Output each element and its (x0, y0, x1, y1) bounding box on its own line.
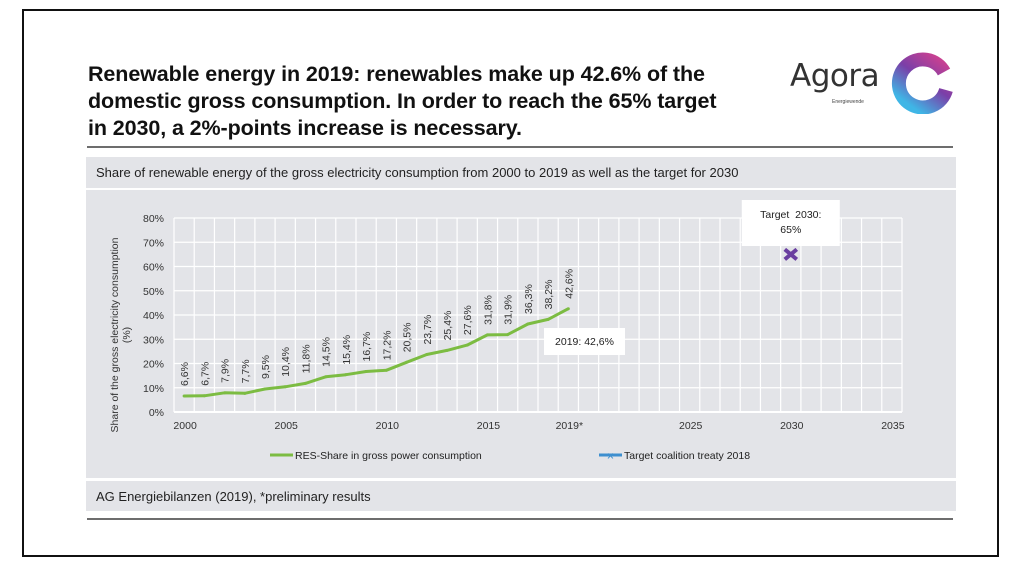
logo-wordmark: Agora (790, 58, 880, 94)
callout-2019-box (544, 328, 625, 355)
headline-line-2: domestic gross consumption. In order to … (88, 89, 717, 113)
x-tick-label: 2015 (477, 420, 501, 432)
chart-grid (173, 217, 903, 413)
data-label: 27,6% (462, 305, 474, 335)
data-point (324, 375, 328, 379)
y-axis-title: Share of the gross electricity consumpti… (109, 237, 121, 432)
data-point (526, 322, 530, 326)
target-marker-stroke (783, 247, 799, 261)
headline-line-3: in 2030, a 2%-points increase is necessa… (88, 116, 522, 140)
data-point (202, 394, 206, 398)
headline-line-1: Renewable energy in 2019: renewables mak… (88, 62, 705, 86)
x-axis-ticks: 2000 2005 2010 2015 2019* 2025 2030 2035 (173, 420, 904, 432)
data-label: 16,7% (361, 332, 373, 362)
data-point (223, 391, 227, 395)
chart-subtitle-panel: Share of renewable energy of the gross e… (86, 157, 956, 188)
target-2030-marker (783, 247, 799, 261)
legend: RES-Share in gross power consumption × T… (270, 450, 750, 462)
data-label: 38,2% (543, 280, 555, 310)
agora-logo: Agora Energiewende (790, 50, 960, 120)
callout-2019-text: 2019: 42,6% (555, 336, 614, 348)
data-label: 15,4% (341, 335, 353, 365)
data-point (506, 333, 510, 337)
series-points (182, 307, 570, 398)
data-point (425, 353, 429, 357)
data-label: 42,6% (563, 269, 575, 299)
x-tick-label: 2000 (173, 420, 197, 432)
data-point (546, 317, 550, 321)
data-point (182, 394, 186, 398)
y-tick-label: 70% (143, 237, 164, 249)
x-tick-label: 2025 (679, 420, 703, 432)
data-label: 23,7% (422, 315, 434, 345)
data-point (263, 387, 267, 391)
data-label: 14,5% (321, 337, 333, 367)
data-label: 6,6% (179, 362, 191, 386)
y-tick-label: 80% (143, 213, 164, 225)
callout-target-line-1: Target 2030: (760, 209, 821, 221)
logo-subtitle: Energiewende (832, 99, 864, 105)
data-point (303, 381, 307, 385)
data-label: 25,4% (442, 311, 454, 341)
data-point (405, 360, 409, 364)
y-tick-label: 40% (143, 310, 164, 322)
data-label: 9,5% (260, 355, 272, 379)
data-point (364, 370, 368, 374)
footer-divider (87, 518, 953, 520)
data-point (485, 333, 489, 337)
data-point (566, 307, 570, 311)
chart-subtitle: Share of renewable energy of the gross e… (96, 165, 739, 180)
callout-target-line-2: 65% (780, 224, 801, 236)
x-tick-label: 2019* (556, 420, 583, 432)
data-label: 11,8% (300, 344, 312, 373)
data-point (243, 391, 247, 395)
y-tick-label: 60% (143, 262, 164, 274)
series-line-res-share (184, 307, 570, 398)
data-label: 17,2% (381, 331, 393, 361)
data-point (384, 368, 388, 372)
data-point (344, 373, 348, 377)
data-labels: 6,6% 6,7% 7,9% 7,7% 9,5% 10,4% 11,8% 14,5% 15,4%… (179, 269, 575, 386)
y-tick-label: 20% (143, 359, 164, 371)
y-tick-label: 10% (143, 383, 164, 395)
legend-label-target: Target coalition treaty 2018 (624, 450, 750, 462)
y-axis-ticks: 0% 10% 20% 30% 40% 50% 60% 70% 80% (143, 213, 164, 419)
x-tick-label: 2030 (780, 420, 804, 432)
data-label: 10,4% (280, 347, 292, 377)
x-tick-label: 2005 (275, 420, 299, 432)
data-label: 36,3% (523, 284, 535, 314)
data-label: 7,7% (240, 359, 252, 383)
data-point (445, 348, 449, 352)
data-label: 6,7% (199, 362, 211, 386)
legend-label-res-share: RES-Share in gross power consumption (295, 450, 482, 462)
y-axis-title-unit: (%) (121, 327, 133, 343)
data-label: 7,9% (220, 359, 232, 383)
data-label: 20,5% (402, 323, 414, 353)
x-tick-label: 2035 (881, 420, 905, 432)
callout-target-box (741, 200, 840, 246)
slide-headline: Renewable energy in 2019: renewables mak… (88, 61, 778, 142)
legend-swatch-target-marker-icon: × (606, 451, 614, 462)
data-point (283, 385, 287, 389)
y-tick-label: 50% (143, 286, 164, 298)
data-label: 31,9% (503, 295, 515, 325)
y-tick-label: 30% (143, 334, 164, 346)
logo-ring-icon (891, 52, 953, 114)
x-tick-label: 2010 (376, 420, 400, 432)
data-label: 31,8% (482, 295, 494, 325)
data-point (465, 343, 469, 347)
source-panel: AG Energiebilanzen (2019), *preliminary … (86, 481, 956, 511)
y-tick-label: 0% (149, 407, 164, 419)
header-divider (87, 146, 953, 148)
source-note: AG Energiebilanzen (2019), *preliminary … (96, 489, 371, 504)
